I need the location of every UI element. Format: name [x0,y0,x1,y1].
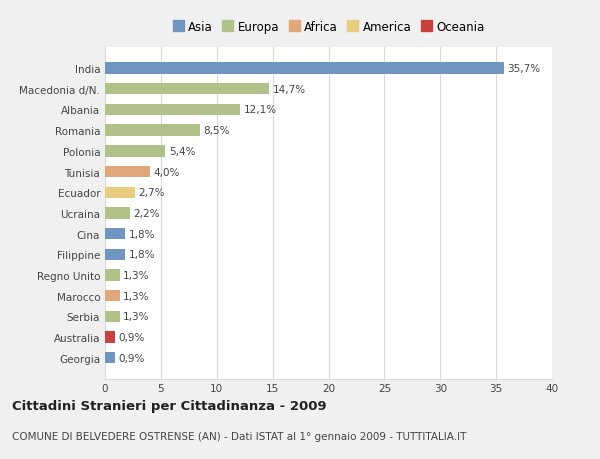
Bar [105,84,269,95]
Bar [105,167,150,178]
Text: 8,5%: 8,5% [203,126,230,136]
Text: 2,7%: 2,7% [139,188,165,198]
Text: 1,3%: 1,3% [123,312,149,322]
Text: 1,8%: 1,8% [128,250,155,260]
Bar [105,105,240,116]
Bar [105,291,119,302]
Text: COMUNE DI BELVEDERE OSTRENSE (AN) - Dati ISTAT al 1° gennaio 2009 - TUTTITALIA.I: COMUNE DI BELVEDERE OSTRENSE (AN) - Dati… [12,431,466,442]
Text: 1,3%: 1,3% [123,270,149,280]
Text: 0,9%: 0,9% [118,353,145,363]
Bar [105,270,119,281]
Text: 35,7%: 35,7% [508,64,541,74]
Text: 12,1%: 12,1% [244,105,277,115]
Text: 14,7%: 14,7% [272,84,306,95]
Bar [105,249,125,260]
Bar [105,208,130,219]
Text: 1,3%: 1,3% [123,291,149,301]
Bar [105,353,115,364]
Text: 2,2%: 2,2% [133,208,160,218]
Bar [105,311,119,322]
Text: 5,4%: 5,4% [169,146,195,157]
Bar [105,125,200,136]
Bar [105,187,135,198]
Bar [105,229,125,240]
Legend: Asia, Europa, Africa, America, Oceania: Asia, Europa, Africa, America, Oceania [173,21,484,34]
Text: 0,9%: 0,9% [118,332,145,342]
Text: 4,0%: 4,0% [153,167,179,177]
Bar [105,332,115,343]
Text: Cittadini Stranieri per Cittadinanza - 2009: Cittadini Stranieri per Cittadinanza - 2… [12,399,326,412]
Bar [105,63,504,74]
Bar [105,146,166,157]
Text: 1,8%: 1,8% [128,229,155,239]
